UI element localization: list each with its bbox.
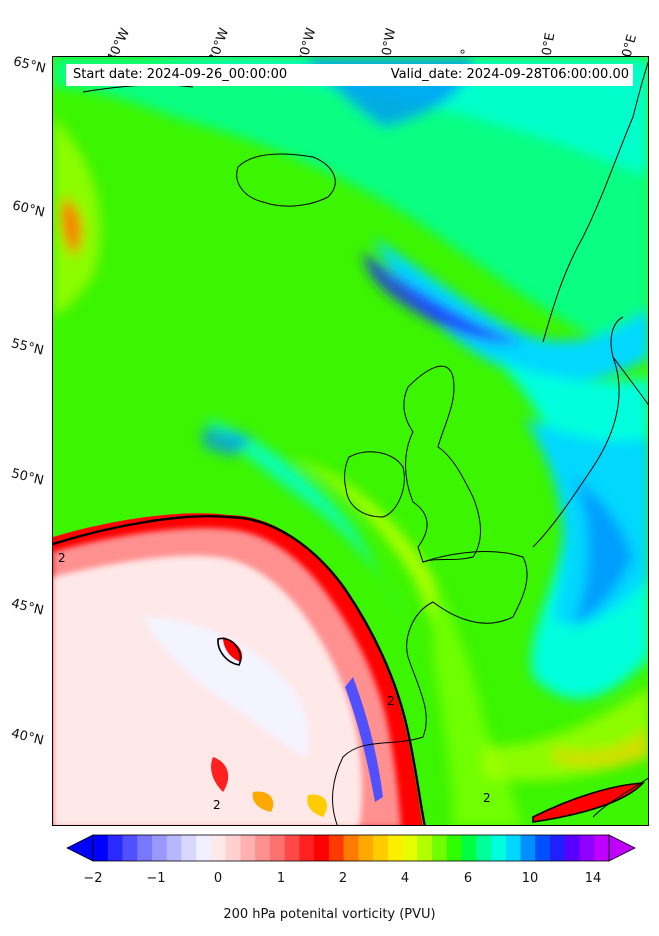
colorbar-segment [417, 835, 433, 861]
valid-date: Valid_date: 2024-09-28T06:00:00.00 [390, 67, 629, 82]
colorbar-tick: −1 [146, 871, 166, 886]
colorbar-segment [269, 835, 286, 861]
start-date: Start date: 2024-09-26_00:00:00 [73, 67, 288, 82]
contour-label: 2 [483, 791, 491, 805]
colorbar-segment [166, 835, 182, 861]
colorbar-segment [505, 835, 522, 861]
colorbar-segment [358, 835, 374, 861]
colorbar-segment [314, 835, 330, 861]
colorbar-segment [137, 835, 153, 861]
colorbar-tick: 4 [400, 871, 410, 886]
colorbar-tick: 6 [463, 871, 473, 886]
colorbar-segments [93, 835, 610, 861]
colorbar-segment [343, 835, 359, 861]
colorbar-segment [373, 835, 389, 861]
colorbar-segment [210, 835, 227, 861]
pv-intrusion [53, 513, 423, 825]
contour-label: 2 [387, 694, 395, 708]
colorbar-title: 200 hPa potenital vorticity (PVU) [223, 907, 436, 922]
colorbar-segment [284, 835, 300, 861]
colorbar-segment [579, 835, 595, 861]
colorbar-segment [196, 835, 212, 861]
date-info-bar: Start date: 2024-09-26_00:00:00 Valid_da… [66, 64, 633, 86]
contour-label: 2 [213, 798, 221, 812]
lat-label-40n: 40°N [9, 726, 46, 749]
colorbar-segment [402, 835, 418, 861]
colorbar-tick: 1 [276, 871, 286, 886]
colorbar-over-arrow [608, 834, 636, 862]
colorbar-segment [432, 835, 448, 861]
colorbar-segment [550, 835, 566, 861]
colorbar-segment [225, 835, 241, 861]
colorbar-segment [387, 835, 404, 861]
colorbar-segment [151, 835, 168, 861]
colorbar-segment [491, 835, 507, 861]
coastlines [82, 61, 648, 825]
pv-map: 2 2 2 2 [52, 56, 649, 826]
colorbar-tick: 10 [521, 871, 539, 886]
colorbar-segment [564, 835, 581, 861]
pv-field-variations [53, 57, 648, 825]
colorbar-tick: 0 [213, 871, 223, 886]
pv-contour-south [532, 782, 645, 823]
colorbar-segment [255, 835, 271, 861]
colorbar-segment [107, 835, 123, 861]
colorbar-segment [240, 835, 256, 861]
colorbar-tick: 14 [584, 871, 602, 886]
colorbar-segment [446, 835, 463, 861]
colorbar-segment [476, 835, 492, 861]
colorbar-border [92, 834, 610, 862]
colorbar-segment [181, 835, 197, 861]
lat-label-65n: 65°N [11, 54, 48, 77]
pv-map-canvas: 2 2 2 2 [53, 57, 648, 825]
colorbar-segment [93, 835, 109, 861]
colorbar-segment [535, 835, 551, 861]
colorbar-segment [461, 835, 477, 861]
colorbar-segment [520, 835, 536, 861]
pv-contour-closed [217, 637, 242, 666]
colorbar-tick: 2 [338, 871, 348, 886]
colorbar-under-arrow [66, 834, 94, 862]
contour-label: 2 [58, 551, 66, 565]
lat-label-45n: 45°N [9, 596, 46, 619]
colorbar-segment [328, 835, 345, 861]
colorbar-tick: −2 [83, 871, 103, 886]
colorbar-segment [594, 835, 610, 861]
lat-label-55n: 55°N [9, 336, 46, 359]
pv-2pvu-contour [53, 515, 426, 825]
lat-label-60n: 60°N [10, 198, 47, 221]
colorbar-segment [122, 835, 138, 861]
colorbar [66, 834, 636, 862]
lat-label-50n: 50°N [9, 466, 46, 489]
colorbar-segment [299, 835, 315, 861]
